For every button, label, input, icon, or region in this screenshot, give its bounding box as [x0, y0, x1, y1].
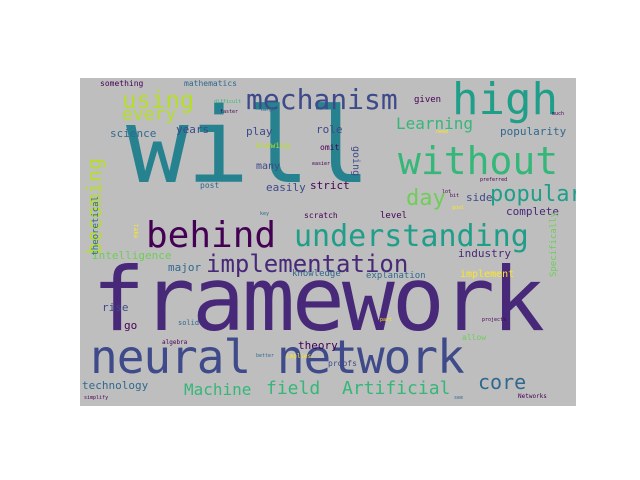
word-rise: rise	[102, 301, 129, 314]
word-knowledge: knowledge	[292, 269, 341, 279]
word-major: major	[168, 261, 202, 274]
word-complete: complete	[506, 205, 559, 218]
word-given: given	[414, 95, 442, 105]
word-understanding: understanding	[294, 219, 529, 254]
word-high: high	[452, 78, 558, 125]
word-neural-network: neural network	[90, 330, 465, 384]
word-play: play	[246, 125, 273, 138]
word-bit: bit	[450, 193, 460, 199]
word-implementation: implementation	[206, 250, 409, 278]
word-machine: Machine	[184, 380, 252, 399]
word-networks: Networks	[518, 393, 547, 400]
word-mechanism: mechanism	[246, 83, 398, 116]
word-better: better	[256, 353, 275, 359]
word-lot: lot	[442, 189, 452, 195]
word-theoretical: theoretical	[91, 196, 101, 256]
word-specifically: Specifically	[549, 212, 559, 278]
word-field: field	[266, 378, 321, 399]
word-need: need	[436, 129, 449, 135]
word-projects: projects	[482, 317, 507, 323]
word-framework: framework	[92, 248, 545, 351]
word-core: core	[478, 370, 527, 394]
word-proofs: proofs	[328, 359, 357, 368]
word-going: going	[350, 146, 361, 177]
word-see: see	[454, 395, 464, 401]
word-science: science	[110, 127, 157, 140]
word-goal: goal	[452, 205, 465, 211]
word-will: will	[126, 85, 370, 207]
word-intelligence: Intelligence	[92, 249, 172, 262]
word-implies: implies	[286, 353, 312, 360]
word-level: level	[380, 211, 408, 221]
word-difficult: difficult	[214, 99, 242, 105]
word-role: role	[316, 123, 343, 136]
word-large: large	[260, 107, 276, 113]
word-scratch: scratch	[304, 211, 338, 220]
word-popularity: popularity	[500, 125, 567, 138]
word-easier: easier	[312, 161, 331, 167]
word-artificial: Artificial	[342, 378, 451, 399]
word-implement: implement	[460, 269, 515, 280]
word-popular: popular	[490, 182, 576, 207]
word-side: side	[466, 191, 493, 204]
word-go: go	[124, 319, 138, 332]
word-many: many	[256, 161, 281, 172]
word-something: something	[100, 79, 144, 88]
word-simplify: simplify	[84, 395, 109, 401]
word-take: take	[132, 224, 139, 239]
word-using: using	[122, 86, 195, 114]
word-without: without	[398, 139, 559, 183]
word-technology: technology	[82, 379, 149, 392]
word-strict: strict	[310, 179, 350, 192]
word-learning: Learning	[396, 114, 474, 133]
word-omit: omit	[320, 143, 340, 152]
word-easily: easily	[266, 181, 306, 194]
word-solid: solid	[178, 319, 200, 327]
word-post: post	[200, 181, 220, 190]
word-day: day	[406, 186, 446, 211]
word-preferred: preferred	[480, 177, 508, 183]
word-every: every	[122, 104, 177, 125]
word-part: part	[380, 317, 393, 323]
word-allow: allow	[462, 333, 487, 342]
word-industry: industry	[458, 247, 511, 260]
word-key: key	[260, 211, 270, 217]
word-cloud: will framework neural network high witho…	[80, 78, 576, 406]
word-algebra: algebra	[162, 339, 188, 346]
word-years: years	[176, 123, 210, 136]
word-mathematics: mathematics	[184, 79, 237, 88]
word-faster: faster	[220, 109, 239, 115]
word-theory: theory	[298, 339, 338, 352]
word-much: much	[552, 111, 565, 117]
word-knowing: knowing	[256, 141, 290, 150]
word-behind: behind	[146, 215, 277, 256]
word-explanation: explanation	[366, 271, 426, 281]
